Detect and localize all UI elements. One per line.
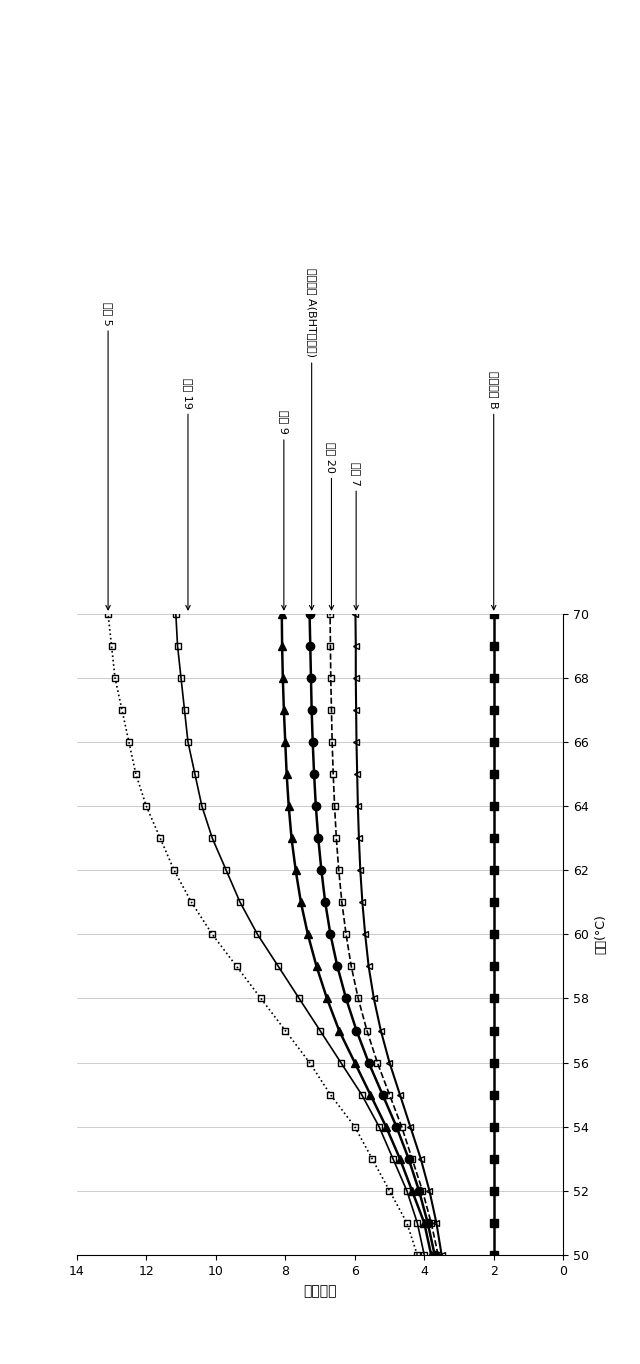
Text: 製剤 19: 製剤 19	[183, 378, 193, 610]
Text: 製剤 7: 製剤 7	[351, 461, 361, 610]
Text: 製剤 20: 製剤 20	[326, 442, 337, 610]
Text: 参照製剤 A(BHTを含む): 参照製剤 A(BHTを含む)	[307, 269, 317, 610]
Y-axis label: 温度(°C): 温度(°C)	[595, 914, 607, 955]
X-axis label: 溂解指数: 溂解指数	[303, 1285, 337, 1299]
Text: 製剤 5: 製剤 5	[103, 301, 113, 610]
Text: 参照製剤 B: 参照製剤 B	[489, 371, 499, 610]
Text: 製剤 9: 製剤 9	[279, 411, 289, 610]
